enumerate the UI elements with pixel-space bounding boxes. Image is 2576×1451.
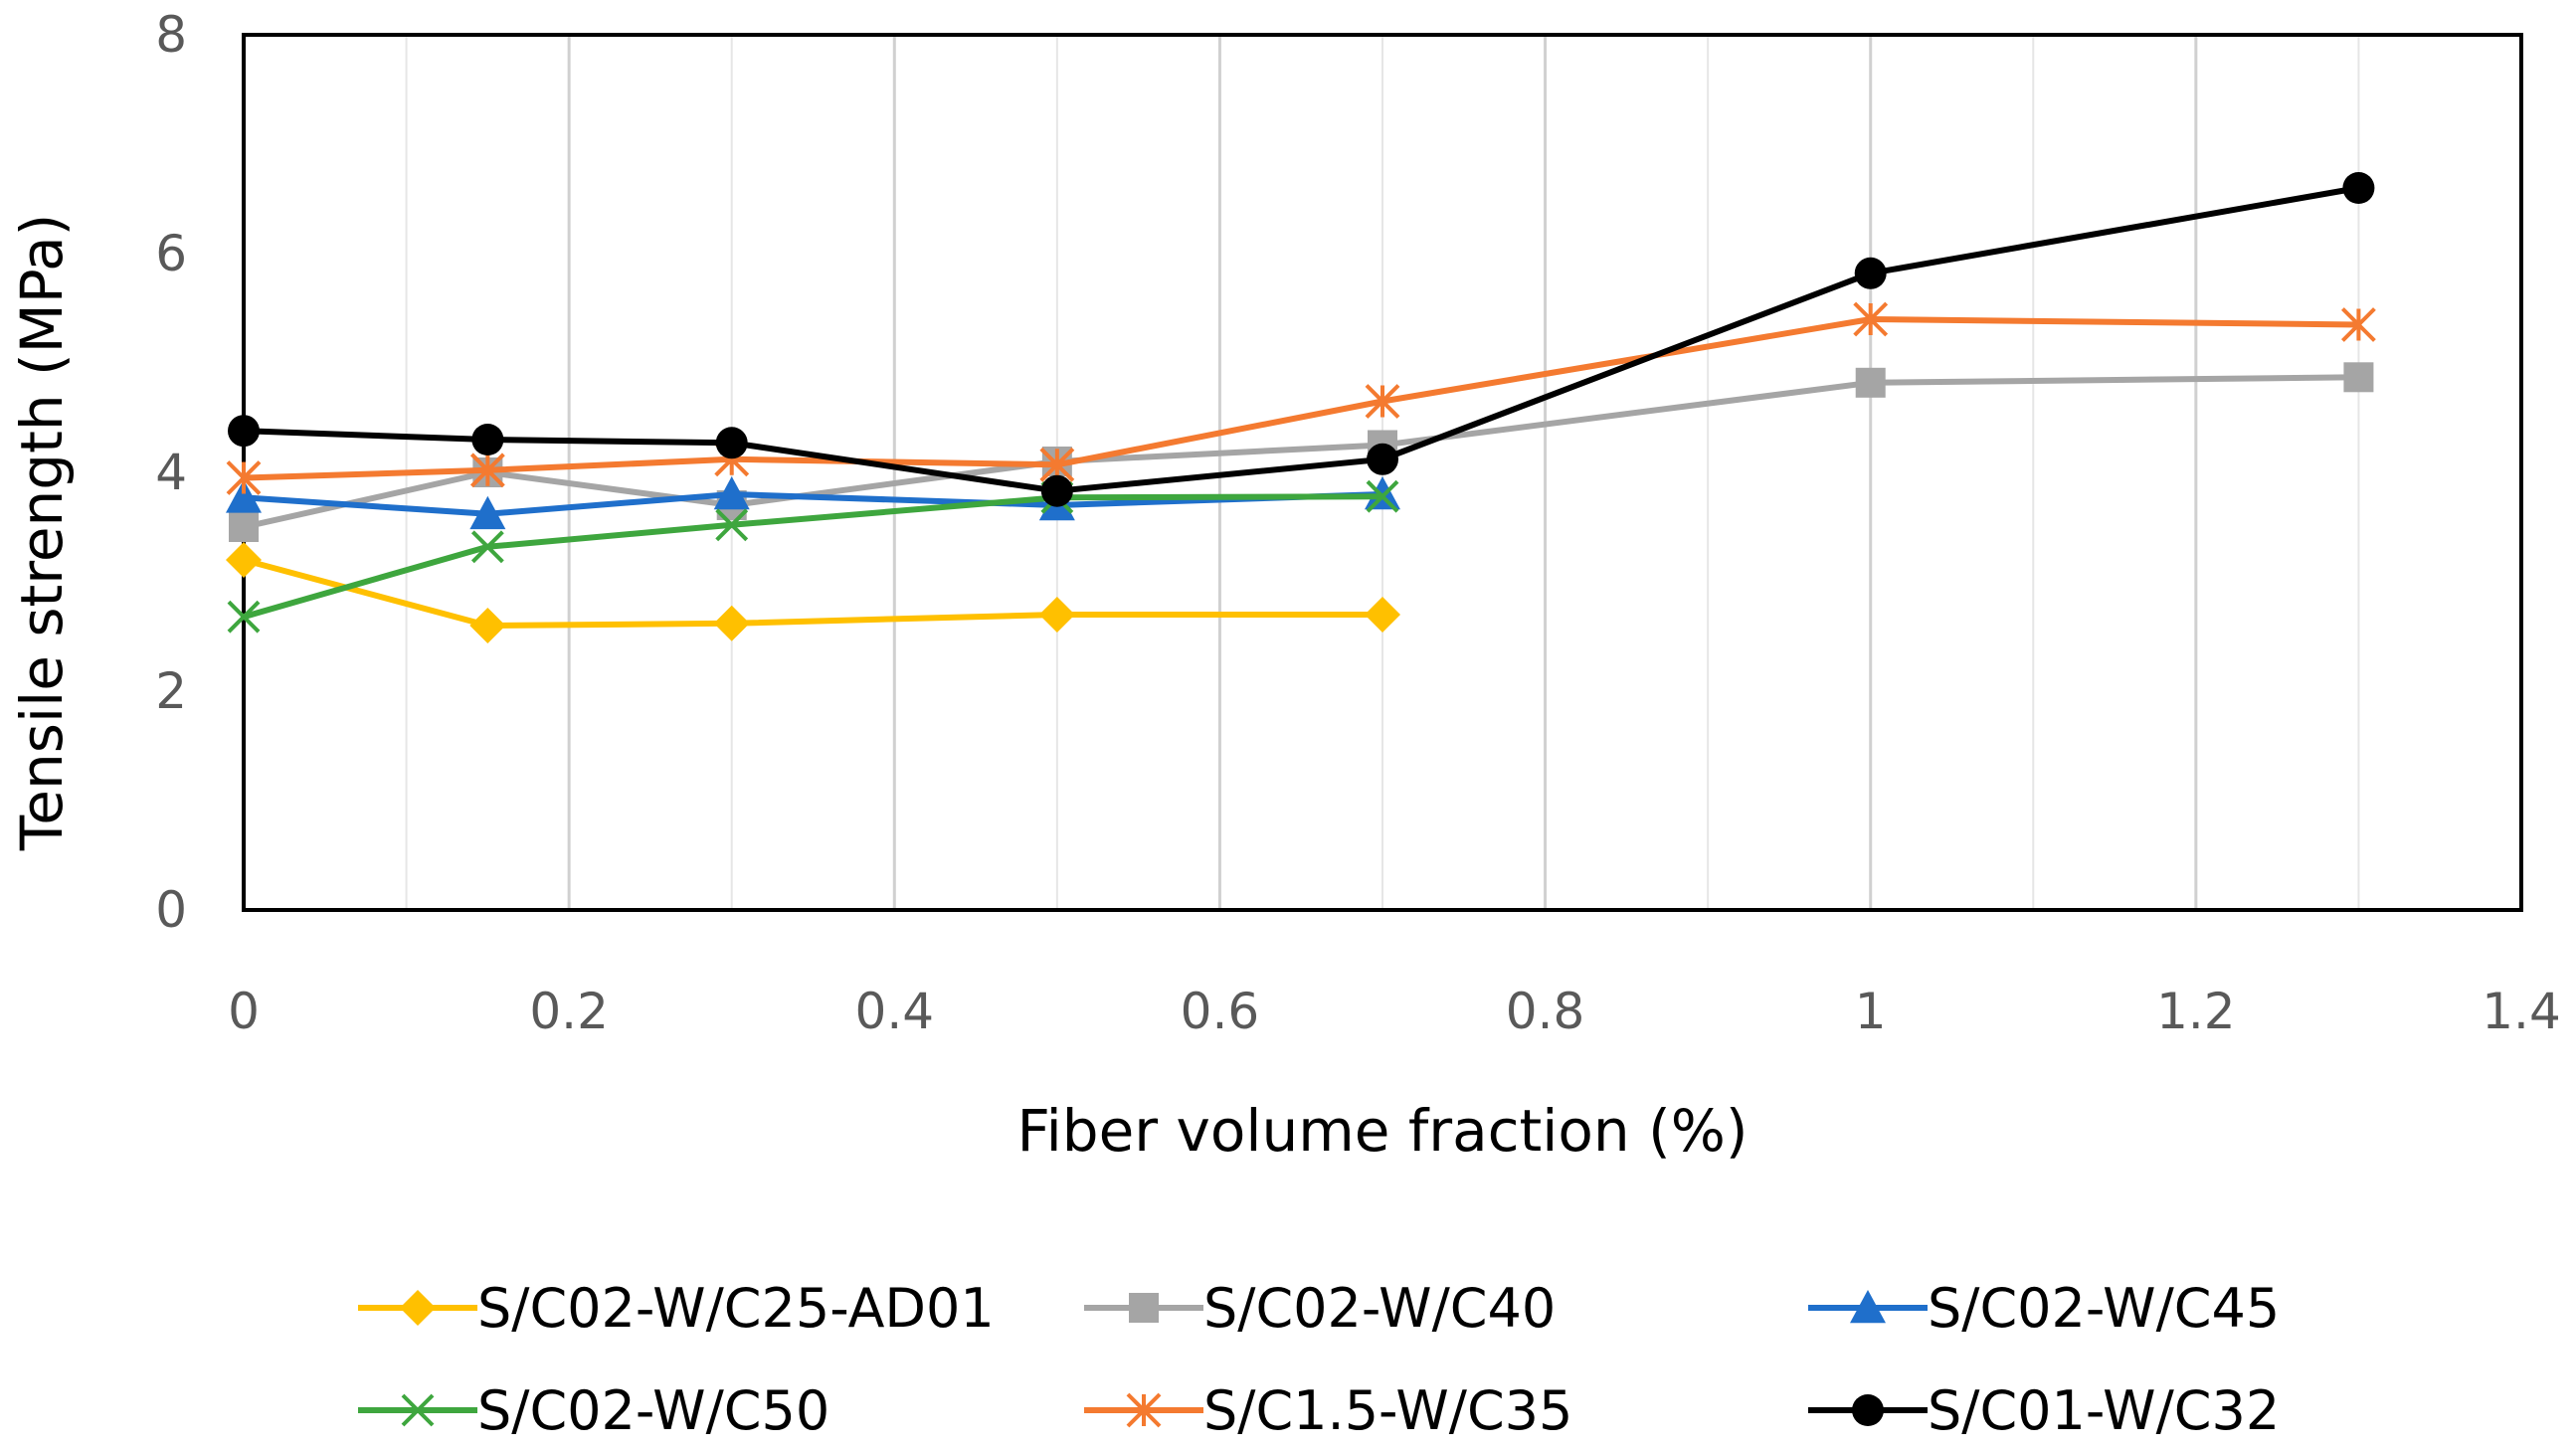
data-point-marker [1040, 474, 1073, 507]
x-tick-label: 0.8 [1506, 983, 1585, 1040]
data-point-marker [470, 530, 504, 564]
data-point-marker [2342, 172, 2375, 204]
data-point-marker [713, 476, 750, 510]
y-tick-label: 4 [155, 444, 187, 501]
data-point-marker [226, 460, 262, 495]
legend-label: S/C1.5-W/C35 [1203, 1379, 1572, 1442]
legend-entry: S/C02-W/C50 [358, 1379, 829, 1442]
y-axis-title: Tensile strength (MPa) [8, 214, 76, 852]
x-tick-label: 0.4 [855, 983, 935, 1040]
data-point-marker [229, 512, 259, 542]
data-point-marker [228, 415, 260, 448]
legend-label: S/C01-W/C32 [1928, 1379, 2280, 1442]
legend-entry: S/C02-W/C45 [1808, 1277, 2280, 1340]
x-tick-label: 1.2 [2156, 983, 2236, 1040]
x-tick-label: 0.2 [529, 983, 609, 1040]
series-line [241, 493, 1385, 621]
x-axis-ticks: 0 0.2 0.4 0.6 0.8 1 1.2 1.4 [228, 983, 2561, 1040]
x-axis-title: Fiber volume fraction (%) [1017, 1097, 1748, 1165]
y-tick-label: 6 [155, 225, 187, 282]
legend-entry: S/C01-W/C32 [1808, 1379, 2280, 1442]
y-tick-label: 8 [155, 6, 187, 64]
data-point-marker [715, 427, 748, 459]
legend-marker [401, 1393, 435, 1427]
legend-marker [1129, 1293, 1159, 1323]
legend-label: S/C02-W/C40 [1203, 1277, 1556, 1340]
data-point-marker [471, 424, 504, 455]
data-point-marker [1855, 367, 1886, 398]
data-point-marker [1365, 384, 1400, 419]
data-point-marker [1367, 443, 1398, 475]
y-tick-label: 0 [155, 881, 187, 939]
series-line [241, 374, 2362, 530]
data-point-marker [1365, 476, 1400, 510]
data-point-marker [1038, 597, 1075, 633]
x-tick-label: 1.4 [2482, 983, 2561, 1040]
legend-marker [400, 1290, 436, 1326]
series-6 [228, 172, 2375, 507]
series-1 [226, 542, 1400, 643]
legend-entry: S/C1.5-W/C35 [1084, 1379, 1572, 1442]
legend: S/C02-W/C25-AD01 S/C02-W/C40 S/C02-W/C45 S/… [358, 1277, 2280, 1442]
x-tick-label: 0.6 [1181, 983, 1260, 1040]
series-4 [227, 479, 1399, 634]
data-point-marker [2341, 307, 2376, 342]
x-tick-label: 0 [228, 983, 260, 1040]
legend-marker [1126, 1392, 1162, 1428]
y-axis-ticks: 0 2 4 6 8 [155, 6, 187, 939]
series-line [241, 185, 2362, 494]
y-tick-label: 2 [155, 662, 187, 720]
data-point-marker [469, 608, 506, 643]
data-point-marker [1853, 301, 1889, 337]
data-point-marker [226, 479, 262, 513]
series-3 [226, 476, 1400, 530]
series-2 [229, 362, 2374, 542]
legend-label: S/C02-W/C45 [1928, 1277, 2280, 1340]
data-point-marker [469, 495, 506, 530]
legend-entry: S/C02-W/C40 [1084, 1277, 1556, 1340]
data-point-marker [2343, 362, 2374, 393]
legend-label: S/C02-W/C50 [477, 1379, 829, 1442]
data-point-marker [1366, 479, 1399, 513]
data-point-marker [1365, 597, 1400, 633]
data-point-marker [713, 605, 750, 641]
data-point-marker [469, 453, 505, 488]
legend-marker [1850, 1290, 1886, 1324]
legend-entry: S/C02-W/C25-AD01 [358, 1277, 995, 1340]
x-tick-label: 1 [1855, 983, 1887, 1040]
data-point-marker [227, 600, 261, 634]
data-point-marker [226, 542, 262, 578]
legend-marker [1852, 1394, 1884, 1426]
legend-label: S/C02-W/C25-AD01 [477, 1277, 995, 1340]
data-point-marker [1854, 257, 1887, 289]
data-point-marker [715, 508, 749, 542]
series-line [241, 316, 2362, 481]
series-layer [226, 172, 2376, 643]
